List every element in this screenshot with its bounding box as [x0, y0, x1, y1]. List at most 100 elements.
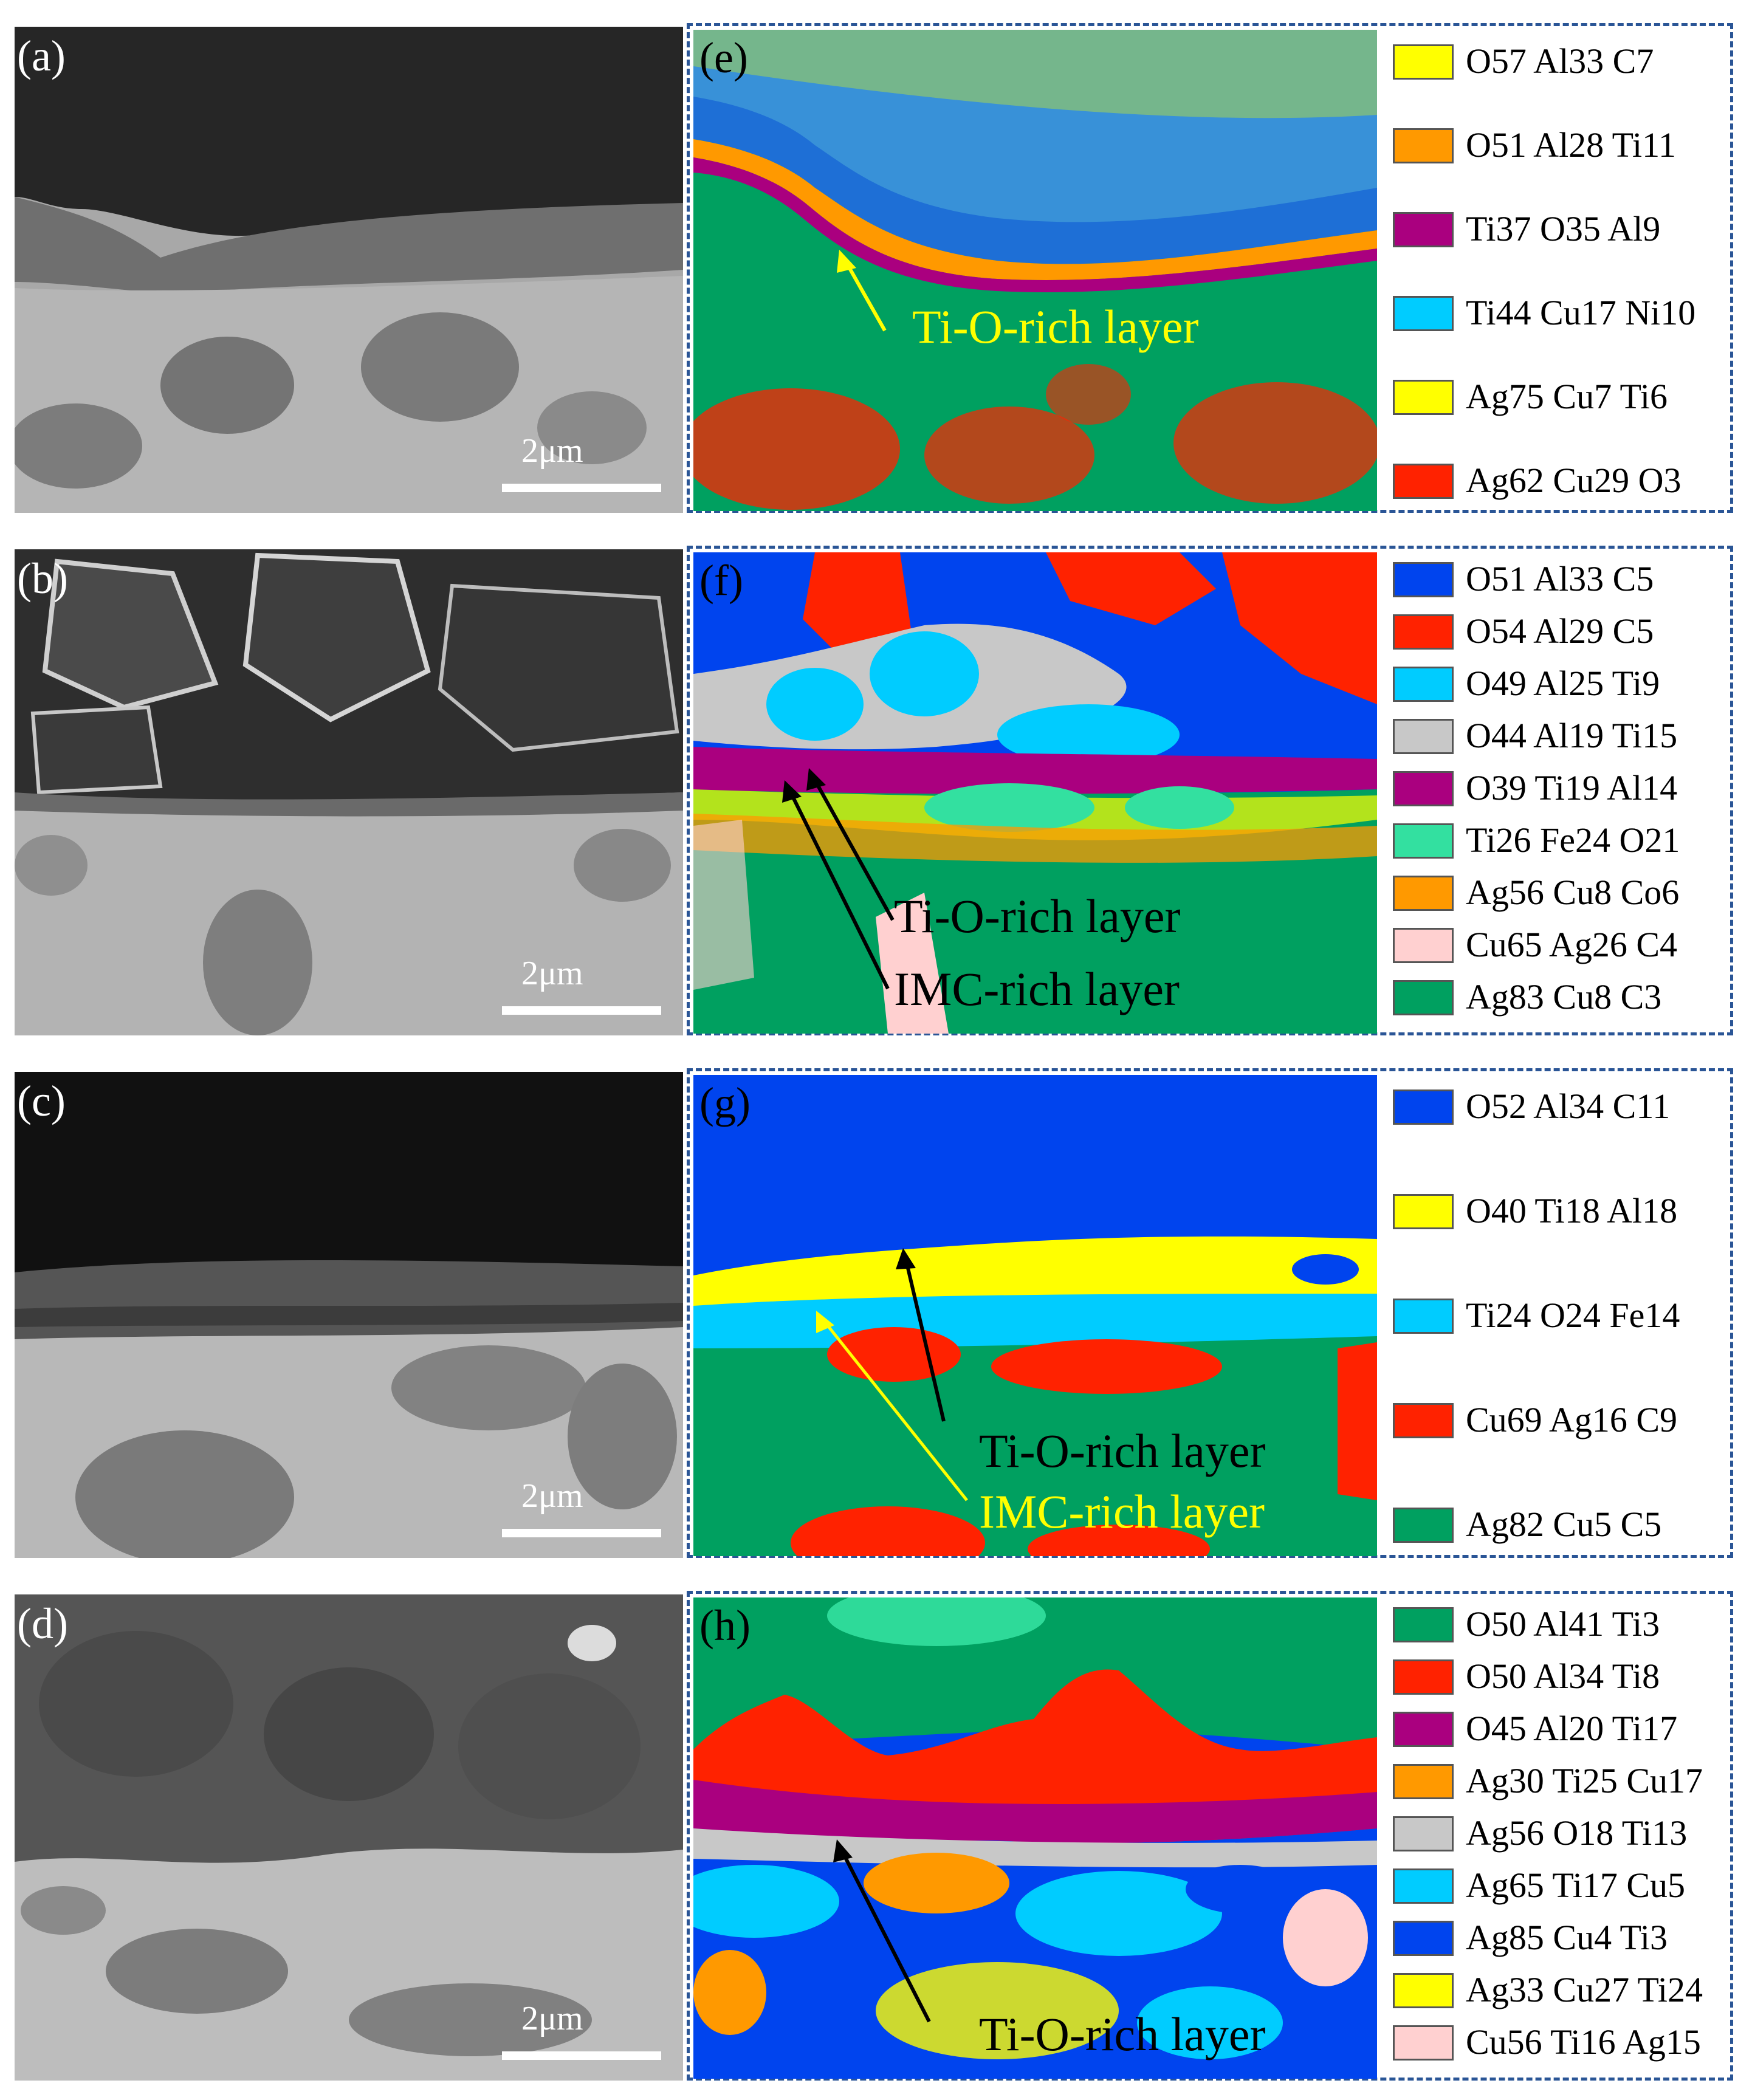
- phase-map-f-graphic: [693, 552, 1377, 1034]
- annotation-ti-o-rich-layer-h: Ti-O-rich layer: [979, 2008, 1266, 2061]
- annotation-ti-o-rich-layer-g: Ti-O-rich layer: [979, 1424, 1266, 1477]
- legend-label: Ag85 Cu4 Ti3: [1466, 1918, 1668, 1957]
- legend-swatch: [1393, 212, 1454, 247]
- phase-map-f: (f) Ti-O-rich layer IMC-rich layer: [693, 552, 1377, 1034]
- sem-image-d: (d) 2μm: [15, 1594, 683, 2081]
- legend-label: O40 Ti18 Al18: [1466, 1191, 1678, 1230]
- phase-map-e: (e) Ti-O-rich layer: [693, 30, 1377, 511]
- legend-swatch: [1393, 876, 1454, 911]
- panel-label-d: (d): [17, 1599, 68, 1648]
- legend-swatch: [1393, 771, 1454, 806]
- legend-swatch: [1393, 1816, 1454, 1851]
- phase-map-h-graphic: [693, 1597, 1377, 2079]
- legend-label: O50 Al34 Ti8: [1466, 1656, 1660, 1696]
- panel-label-c: (c): [17, 1077, 66, 1125]
- legend-label: Ti24 O24 Fe14: [1466, 1295, 1680, 1335]
- legend-label: O52 Al34 C11: [1466, 1086, 1671, 1126]
- legend-label: Ag33 Cu27 Ti24: [1466, 1970, 1703, 2009]
- legend-label: Ag83 Cu8 C3: [1466, 977, 1662, 1017]
- phase-map-g-graphic: [693, 1075, 1377, 1556]
- annotation-ti-o-rich-layer-e: Ti-O-rich layer: [912, 300, 1199, 353]
- panel-label-h: (h): [699, 1601, 751, 1650]
- panel-label-e: (e): [699, 33, 748, 82]
- phase-map-e-graphic: [693, 30, 1377, 511]
- legend-label: Ti37 O35 Al9: [1466, 209, 1661, 249]
- legend-swatch: [1393, 667, 1454, 702]
- legend-swatch: [1393, 980, 1454, 1015]
- legend-label: Ag65 Ti17 Cu5: [1466, 1865, 1686, 1905]
- legend-swatch: [1393, 1712, 1454, 1747]
- legend-label: Ti44 Cu17 Ni10: [1466, 293, 1696, 332]
- sem-micrograph-d: [15, 1594, 683, 2081]
- legend-label: Ag30 Ti25 Cu17: [1466, 1761, 1703, 1800]
- legend-label: Ag62 Cu29 O3: [1466, 461, 1682, 500]
- legend-swatch: [1393, 464, 1454, 499]
- phase-map-h: (h) Ti-O-rich layer: [693, 1597, 1377, 2079]
- legend-swatch: [1393, 1659, 1454, 1695]
- panel-label-f: (f): [699, 556, 743, 605]
- panel-label-g: (g): [699, 1079, 751, 1127]
- legend-swatch: [1393, 1089, 1454, 1125]
- legend-swatch: [1393, 2025, 1454, 2061]
- annotation-imc-rich-layer-g: IMC-rich layer: [979, 1485, 1265, 1538]
- scale-bar-label-c: 2μm: [521, 1477, 583, 1515]
- legend-label: O39 Ti19 Al14: [1466, 768, 1678, 808]
- legend-swatch: [1393, 1194, 1454, 1229]
- annotation-imc-rich-layer-f: IMC-rich layer: [894, 962, 1180, 1015]
- legend-swatch: [1393, 44, 1454, 80]
- legend-swatch: [1393, 380, 1454, 415]
- legend-swatch: [1393, 1607, 1454, 1642]
- scale-bar-label-a: 2μm: [521, 432, 583, 470]
- legend-label: Ag82 Cu5 C5: [1466, 1505, 1662, 1544]
- scale-bar-b: [502, 1006, 661, 1015]
- phase-map-panel-f: (f) Ti-O-rich layer IMC-rich layer O51 A…: [687, 546, 1733, 1035]
- legend-label: Ag75 Cu7 Ti6: [1466, 377, 1668, 416]
- legend-label: Ag56 Cu8 Co6: [1466, 873, 1680, 912]
- legend-label: O44 Al19 Ti15: [1466, 716, 1678, 755]
- legend-swatch: [1393, 296, 1454, 331]
- legend-swatch: [1393, 614, 1454, 650]
- sem-micrograph-c: [15, 1072, 683, 1558]
- scale-bar-d: [502, 2051, 661, 2060]
- legend-label: O51 Al33 C5: [1466, 559, 1654, 599]
- legend-label: Cu65 Ag26 C4: [1466, 925, 1678, 964]
- legend-swatch: [1393, 1299, 1454, 1334]
- legend-label: Cu69 Ag16 C9: [1466, 1400, 1678, 1439]
- legend-label: O54 Al29 C5: [1466, 611, 1654, 651]
- legend-swatch: [1393, 823, 1454, 859]
- sem-micrograph-b: [15, 549, 683, 1035]
- phase-map-panel-g: (g) Ti-O-rich layer IMC-rich layer O52 A…: [687, 1068, 1733, 1558]
- phase-map-g: (g) Ti-O-rich layer IMC-rich layer: [693, 1075, 1377, 1556]
- legend-label: O57 Al33 C7: [1466, 41, 1654, 81]
- sem-image-c: (c) 2μm: [15, 1072, 683, 1558]
- legend-label: O49 Al25 Ti9: [1466, 664, 1660, 703]
- sem-image-a: (a) 2μm: [15, 27, 683, 513]
- legend-swatch: [1393, 1868, 1454, 1904]
- legend-swatch: [1393, 1403, 1454, 1438]
- sem-image-b: (b) 2μm: [15, 549, 683, 1035]
- legend-label: O50 Al41 Ti3: [1466, 1604, 1660, 1644]
- legend-swatch: [1393, 128, 1454, 163]
- sem-micrograph-a: [15, 27, 683, 513]
- legend-label: O51 Al28 Ti11: [1466, 125, 1676, 165]
- legend-swatch: [1393, 719, 1454, 754]
- legend-label: O45 Al20 Ti17: [1466, 1709, 1678, 1748]
- legend-label: Ti26 Fe24 O21: [1466, 820, 1680, 860]
- legend-label: Cu56 Ti16 Ag15: [1466, 2022, 1701, 2062]
- legend-swatch: [1393, 562, 1454, 597]
- legend-swatch: [1393, 1508, 1454, 1543]
- phase-map-panel-h: (h) Ti-O-rich layer O50 Al41 Ti3 O50 Al3…: [687, 1591, 1733, 2081]
- legend-swatch: [1393, 1921, 1454, 1956]
- panel-label-b: (b): [17, 554, 68, 603]
- annotation-ti-o-rich-layer-f: Ti-O-rich layer: [894, 890, 1181, 942]
- legend-swatch: [1393, 928, 1454, 963]
- scale-bar-a: [502, 484, 661, 492]
- legend-swatch: [1393, 1973, 1454, 2008]
- scale-bar-label-b: 2μm: [521, 955, 583, 992]
- panel-label-a: (a): [17, 32, 66, 80]
- scale-bar-c: [502, 1529, 661, 1537]
- scale-bar-label-d: 2μm: [521, 2000, 583, 2037]
- legend-label: Ag56 O18 Ti13: [1466, 1813, 1688, 1853]
- phase-map-panel-e: (e) Ti-O-rich layer O57 Al33 C7 O51 Al28…: [687, 23, 1733, 513]
- legend-swatch: [1393, 1764, 1454, 1799]
